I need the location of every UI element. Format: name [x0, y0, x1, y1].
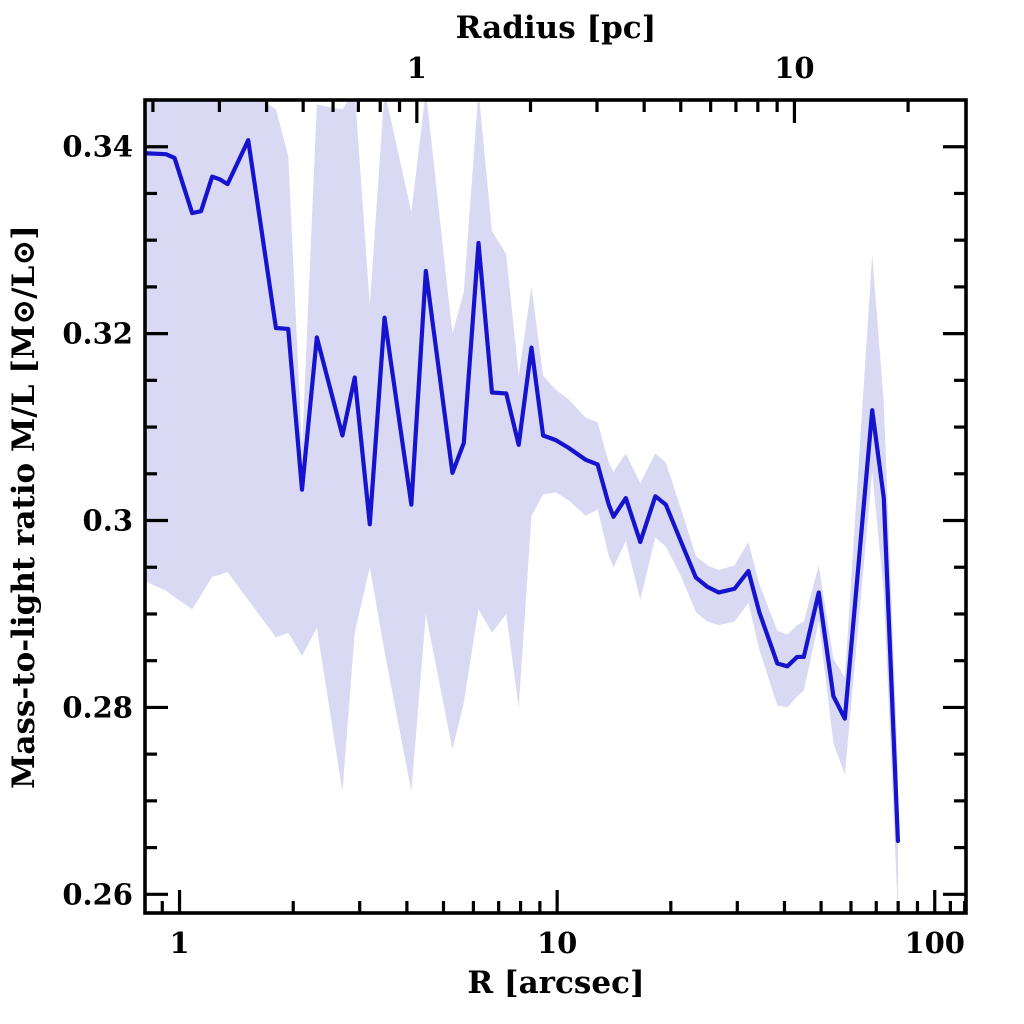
y-tick-label: 0.26: [62, 877, 133, 911]
plot-frame: [143, 98, 968, 915]
axis-tick-labels: 1 10 100 1 10 0.26 0.28 0.3 0.32 0.34: [62, 51, 965, 960]
ml-curve-line: [145, 138, 901, 844]
x-tick-label: 10: [537, 926, 577, 960]
ml-curve: [145, 138, 901, 844]
y-tick-label: 0.3: [83, 504, 133, 538]
uncertainty-band-polygon: [145, 100, 898, 913]
uncertainty-band: [145, 100, 898, 913]
y-axis-title: Mass-to-light ratio M/L [M⊙/L⊙]: [6, 225, 42, 789]
axes-frame: [143, 98, 968, 915]
y-tick-label: 0.32: [62, 317, 133, 351]
x-tick-label: 100: [904, 926, 965, 960]
top-axis-title: Radius [pc]: [456, 10, 657, 46]
x-tick-label: 1: [169, 926, 189, 960]
y-tick-label: 0.34: [62, 130, 133, 164]
top-tick-label: 10: [774, 51, 814, 85]
axis-ticks: [145, 100, 967, 913]
top-tick-label: 1: [407, 51, 427, 85]
x-axis-title: R [arcsec]: [467, 965, 644, 1001]
y-tick-label: 0.28: [62, 690, 133, 724]
